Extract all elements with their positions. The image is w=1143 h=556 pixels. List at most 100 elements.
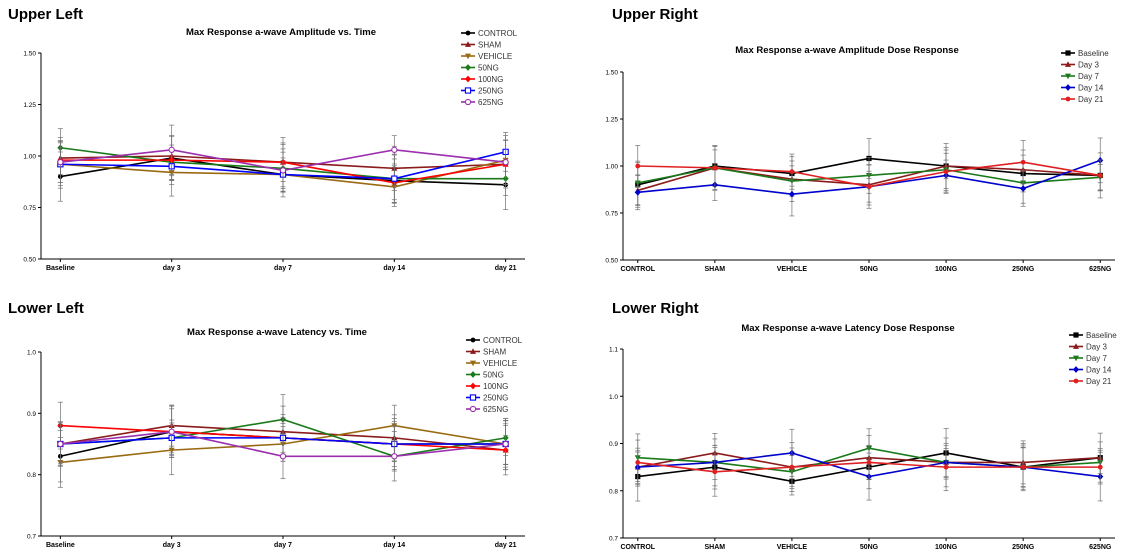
- legend-entry: Day 7: [1069, 354, 1107, 363]
- data-point: [866, 460, 872, 465]
- data-point: [57, 159, 64, 166]
- legend-label: Day 3: [1078, 61, 1099, 70]
- legend-marker: [1065, 84, 1071, 91]
- legend-entry: Day 14: [1069, 366, 1112, 375]
- y-tick-label: 0.75: [23, 205, 36, 212]
- legend-label: 250NG: [478, 87, 503, 96]
- data-point: [279, 453, 287, 460]
- chart-title: Max Response a-wave Amplitude vs. Time: [185, 27, 377, 38]
- legend-entry: Day 3: [1069, 343, 1107, 352]
- legend-label: Day 21: [1078, 95, 1104, 104]
- legend-entry: 50NG: [466, 371, 504, 380]
- x-tick-label: 625NG: [1089, 544, 1112, 551]
- data-point: [502, 159, 509, 166]
- series-day-21: [635, 140, 1103, 203]
- y-tick-label: 1.00: [605, 164, 618, 171]
- legend-label: 50NG: [483, 371, 504, 380]
- legend-label: 100NG: [483, 382, 508, 391]
- legend-label: SHAM: [483, 348, 506, 357]
- x-tick-label: day 21: [495, 265, 517, 272]
- legend-label: VEHICLE: [478, 52, 512, 61]
- data-point: [168, 146, 175, 153]
- y-tick-label: 1.0: [609, 394, 618, 401]
- legend-marker: [470, 371, 476, 378]
- legend-entry: 625NG: [461, 98, 503, 107]
- legend-entry: 50NG: [461, 64, 499, 73]
- x-tick-label: Baseline: [46, 265, 75, 272]
- y-tick-label: 1.00: [23, 154, 36, 161]
- chart-upper-right: 0.50 0.75 1.00 1.25 1.50 CONTROL SHAM VEHICLE 50…: [605, 49, 1115, 273]
- y-tick-label: 0.9: [609, 441, 618, 448]
- data-point: [943, 169, 949, 175]
- data-point: [788, 190, 795, 198]
- legend-marker: [470, 348, 476, 354]
- x-tick-label: day 14: [383, 265, 405, 272]
- legend-entry: 625NG: [466, 405, 508, 414]
- panel-heading: Upper Right: [612, 6, 698, 23]
- x-tick-label: day 7: [274, 542, 292, 549]
- data-point: [866, 184, 872, 190]
- legend-label: Baseline: [1086, 331, 1117, 340]
- chart-title: Max Response a-wave Amplitude Dose Respo…: [735, 45, 959, 56]
- legend-marker: [470, 382, 476, 390]
- data-point: [635, 460, 641, 465]
- legend-entry: Day 7: [1061, 72, 1099, 81]
- data-point: [391, 175, 398, 182]
- data-point: [943, 464, 949, 470]
- legend-entry: Day 3: [1061, 61, 1099, 70]
- x-tick-label: day 7: [274, 265, 292, 272]
- x-tick-label: 50NG: [860, 544, 879, 551]
- legend-entry: Day 21: [1061, 95, 1104, 104]
- legend-marker: [1073, 355, 1079, 362]
- legend-marker: [1065, 61, 1071, 67]
- legend-marker: [1065, 73, 1071, 80]
- legend-entry: VEHICLE: [466, 359, 517, 368]
- y-tick-label: 0.75: [605, 211, 618, 218]
- legend-marker: [465, 75, 471, 83]
- data-point: [789, 464, 795, 470]
- y-tick-label: 1.50: [605, 70, 618, 77]
- y-tick-label: 1.0: [27, 350, 36, 357]
- legend-label: Day 14: [1078, 84, 1104, 93]
- legend-marker: [1065, 50, 1071, 56]
- panel-upper-right: Upper Right Max Response a-wave Amplitud…: [612, 6, 959, 56]
- legend-marker: [469, 394, 477, 401]
- data-point: [391, 146, 398, 153]
- legend-marker: [465, 41, 471, 47]
- x-tick-label: 50NG: [860, 266, 879, 273]
- chart-upper-left: 0.50 0.75 1.00 1.25 1.50 Baseline day 3 day 7 da…: [23, 29, 525, 272]
- legend-label: CONTROL: [478, 29, 518, 38]
- chart-title: Max Response a-wave Latency vs. Time: [187, 327, 367, 338]
- y-tick-label: 0.7: [27, 534, 36, 541]
- data-point: [1097, 173, 1103, 178]
- legend-label: CONTROL: [483, 336, 523, 345]
- data-point: [789, 169, 795, 175]
- panel-heading: Lower Right: [612, 300, 699, 317]
- legend-label: Day 21: [1086, 377, 1112, 386]
- legend-label: Day 14: [1086, 366, 1112, 375]
- legend-label: Day 7: [1078, 72, 1099, 81]
- x-tick-label: VEHICLE: [777, 544, 808, 551]
- legend-marker: [1065, 96, 1071, 102]
- legend-marker: [470, 360, 476, 367]
- legend-label: Baseline: [1078, 49, 1109, 58]
- x-tick-label: Baseline: [46, 542, 75, 549]
- series-day-21: [635, 439, 1103, 497]
- data-point: [712, 165, 718, 171]
- legend-entry: CONTROL: [466, 336, 523, 345]
- x-tick-label: SHAM: [705, 544, 726, 551]
- x-tick-label: SHAM: [705, 266, 726, 273]
- panel-lower-left: Lower Left Max Response a-wave Latency v…: [0, 0, 560, 556]
- legend-entry: 100NG: [466, 382, 508, 391]
- legend-marker: [470, 337, 476, 343]
- legend-entry: Baseline: [1061, 49, 1109, 58]
- y-tick-label: 1.50: [23, 51, 36, 58]
- legend-label: Day 3: [1086, 343, 1107, 352]
- legend-entry: Day 21: [1069, 377, 1112, 386]
- legend-marker: [1073, 366, 1079, 373]
- data-point: [712, 469, 718, 475]
- data-point: [1097, 464, 1103, 470]
- chart-title: Max Response a-wave Latency Dose Respons…: [741, 323, 955, 334]
- legend-marker: [464, 98, 472, 106]
